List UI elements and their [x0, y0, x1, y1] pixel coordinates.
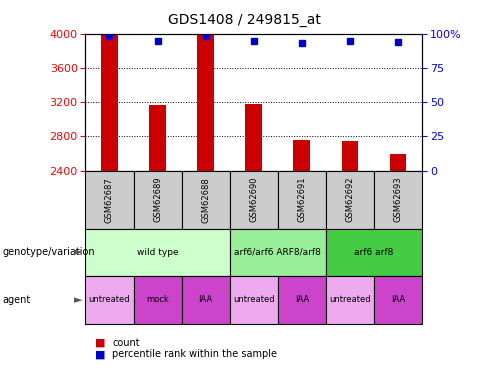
Text: arf6/arf6 ARF8/arf8: arf6/arf6 ARF8/arf8: [234, 248, 321, 256]
Text: arf6 arf8: arf6 arf8: [354, 248, 394, 256]
Text: IAA: IAA: [391, 296, 405, 304]
Text: GSM62687: GSM62687: [105, 177, 114, 223]
Text: ■: ■: [95, 338, 106, 348]
Text: GSM62692: GSM62692: [346, 177, 354, 222]
Text: GSM62690: GSM62690: [249, 177, 258, 222]
Text: agent: agent: [2, 295, 31, 305]
Text: untreated: untreated: [89, 296, 130, 304]
Bar: [389, 154, 407, 171]
Text: GSM62691: GSM62691: [297, 177, 306, 222]
Text: untreated: untreated: [233, 296, 275, 304]
Bar: [342, 141, 358, 171]
Bar: [293, 140, 310, 171]
Text: GSM62693: GSM62693: [393, 177, 403, 222]
Text: GSM62688: GSM62688: [201, 177, 210, 223]
Text: GDS1408 / 249815_at: GDS1408 / 249815_at: [167, 13, 321, 27]
Text: untreated: untreated: [329, 296, 371, 304]
Text: IAA: IAA: [199, 296, 213, 304]
Text: IAA: IAA: [295, 296, 309, 304]
Text: ►: ►: [74, 247, 82, 257]
Text: ►: ►: [74, 295, 82, 305]
Text: wild type: wild type: [137, 248, 179, 256]
Text: mock: mock: [146, 296, 169, 304]
Bar: [101, 34, 118, 171]
Text: genotype/variation: genotype/variation: [2, 247, 95, 257]
Text: GSM62689: GSM62689: [153, 177, 162, 222]
Bar: [149, 105, 166, 171]
Bar: [245, 104, 262, 171]
Text: percentile rank within the sample: percentile rank within the sample: [112, 350, 277, 359]
Text: count: count: [112, 338, 140, 348]
Bar: [197, 34, 214, 171]
Text: ■: ■: [95, 350, 106, 359]
